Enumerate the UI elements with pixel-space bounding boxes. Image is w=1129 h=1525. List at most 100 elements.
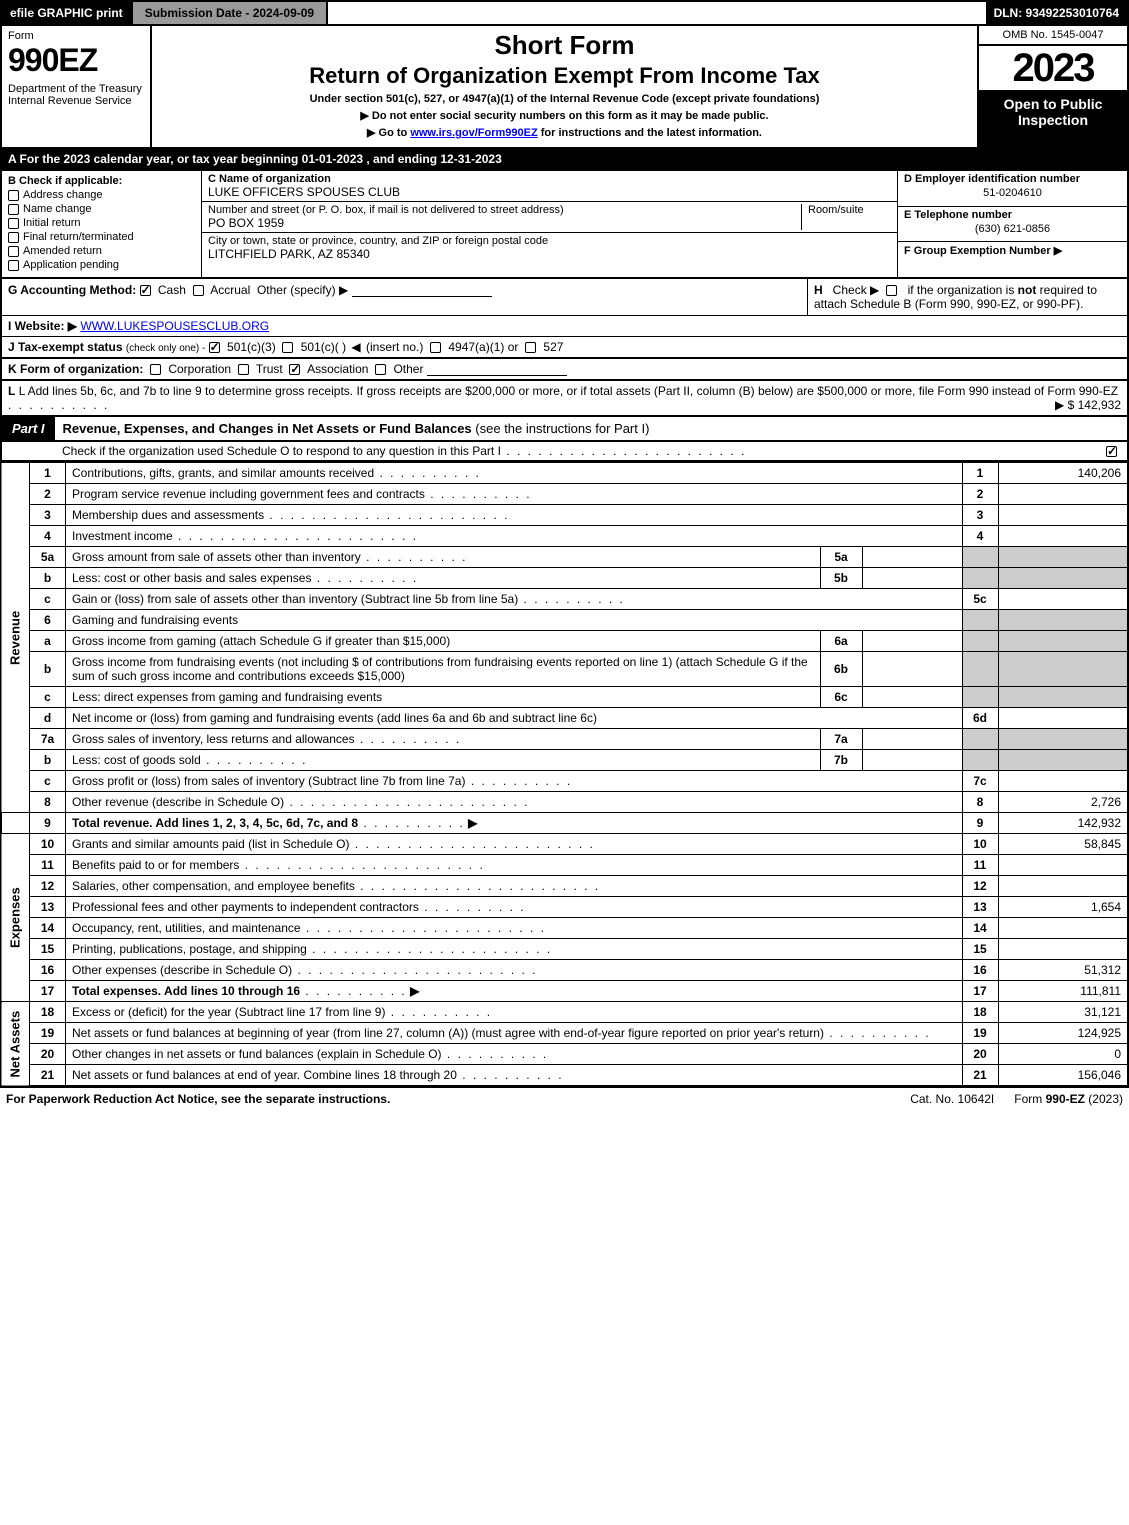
other-org-field[interactable] xyxy=(427,362,567,376)
subtitle-3: ▶ Go to www.irs.gov/Form990EZ for instru… xyxy=(158,126,971,139)
line-desc: Contributions, gifts, grants, and simila… xyxy=(72,466,374,480)
section-b: B Check if applicable: Address change Na… xyxy=(2,171,202,277)
chk-501c3[interactable] xyxy=(209,342,220,353)
phone: (630) 621-0856 xyxy=(904,223,1121,235)
line-desc: Other revenue (describe in Schedule O) xyxy=(72,795,284,809)
main-title: Return of Organization Exempt From Incom… xyxy=(158,63,971,89)
sub3-post: for instructions and the latest informat… xyxy=(538,127,762,139)
part-title-note: (see the instructions for Part I) xyxy=(475,421,649,436)
public-inspection-badge: Open to Public Inspection xyxy=(979,90,1127,147)
line-desc: Less: cost of goods sold xyxy=(72,753,201,767)
line-rval: 124,925 xyxy=(998,1023,1128,1044)
ein-label: D Employer identification number xyxy=(904,173,1080,185)
chk-4947[interactable] xyxy=(430,342,441,353)
line-rnum: 19 xyxy=(962,1023,998,1044)
line-rnum: 5c xyxy=(962,589,998,610)
irs-link[interactable]: www.irs.gov/Form990EZ xyxy=(410,127,537,139)
chk-schedule-o[interactable] xyxy=(1106,446,1117,457)
opt-application-pending: Application pending xyxy=(23,259,119,271)
sub-num: 6b xyxy=(820,652,862,687)
chk-527[interactable] xyxy=(525,342,536,353)
line-rnum: 4 xyxy=(962,526,998,547)
submission-date: Submission Date - 2024-09-09 xyxy=(133,2,328,24)
side-revenue: Revenue xyxy=(1,463,30,813)
part-check-row: Check if the organization used Schedule … xyxy=(0,442,1129,462)
line-desc: Investment income xyxy=(72,529,173,543)
line-rnum: 12 xyxy=(962,876,998,897)
form-header: Form 990EZ Department of the Treasury In… xyxy=(0,26,1129,149)
sub-val xyxy=(862,547,962,568)
line-rval xyxy=(998,589,1128,610)
chk-trust[interactable] xyxy=(238,364,249,375)
opt-501c3: 501(c)(3) xyxy=(227,340,276,354)
chk-address-change[interactable]: Address change xyxy=(8,189,195,201)
chk-association[interactable] xyxy=(289,364,300,375)
line-rnum: 8 xyxy=(962,792,998,813)
header-left: Form 990EZ Department of the Treasury In… xyxy=(2,26,152,147)
chk-initial-return[interactable]: Initial return xyxy=(8,217,195,229)
line-rnum: 1 xyxy=(962,463,998,484)
line-desc: Gain or (loss) from sale of assets other… xyxy=(72,592,518,606)
chk-amended-return[interactable]: Amended return xyxy=(8,245,195,257)
opt-final-return: Final return/terminated xyxy=(23,231,134,243)
line-rval: 0 xyxy=(998,1044,1128,1065)
part-title: Revenue, Expenses, and Changes in Net As… xyxy=(55,417,1127,440)
line-rnum: 18 xyxy=(962,1002,998,1023)
city-label: City or town, state or province, country… xyxy=(208,235,548,247)
line-rval: 31,121 xyxy=(998,1002,1128,1023)
line-desc: Gross income from gaming (attach Schedul… xyxy=(72,634,450,648)
line-desc: Net income or (loss) from gaming and fun… xyxy=(72,711,597,725)
sub-num: 7a xyxy=(820,729,862,750)
chk-cash[interactable] xyxy=(140,285,151,296)
line-rnum: 11 xyxy=(962,855,998,876)
city: LITCHFIELD PARK, AZ 85340 xyxy=(208,247,370,261)
footer-cat: Cat. No. 10642I xyxy=(910,1092,994,1106)
other-specify-field[interactable] xyxy=(352,283,492,297)
opt-accrual: Accrual xyxy=(210,283,250,297)
line-rnum: 6d xyxy=(962,708,998,729)
efile-print[interactable]: efile GRAPHIC print xyxy=(2,2,133,24)
line-rval xyxy=(998,855,1128,876)
line-desc: Gross amount from sale of assets other t… xyxy=(72,550,361,564)
line-desc: Membership dues and assessments xyxy=(72,508,264,522)
opt-address-change: Address change xyxy=(23,189,103,201)
line-desc: Less: direct expenses from gaming and fu… xyxy=(72,690,382,704)
chk-other-org[interactable] xyxy=(375,364,386,375)
part-tag: Part I xyxy=(2,417,55,440)
section-def: D Employer identification number 51-0204… xyxy=(897,171,1127,277)
line-rval xyxy=(998,526,1128,547)
chk-final-return[interactable]: Final return/terminated xyxy=(8,231,195,243)
line-desc: Other changes in net assets or fund bala… xyxy=(72,1047,442,1061)
line-rval: 140,206 xyxy=(998,463,1128,484)
chk-accrual[interactable] xyxy=(193,285,204,296)
chk-501c[interactable] xyxy=(282,342,293,353)
chk-name-change[interactable]: Name change xyxy=(8,203,195,215)
row-h: H Check ▶ if the organization is not req… xyxy=(807,279,1127,315)
line-desc: Excess or (deficit) for the year (Subtra… xyxy=(72,1005,385,1019)
insert-no: (insert no.) xyxy=(366,340,423,354)
footer-form-bold: 990-EZ xyxy=(1046,1092,1085,1106)
info-grid: B Check if applicable: Address change Na… xyxy=(0,171,1129,279)
opt-initial-return: Initial return xyxy=(23,217,80,229)
opt-trust: Trust xyxy=(256,362,283,376)
opt-other: Other (specify) ▶ xyxy=(257,283,348,297)
j-note: (check only one) - xyxy=(126,343,205,354)
footer-right: Form 990-EZ (2023) xyxy=(1014,1092,1123,1106)
line-desc: Occupancy, rent, utilities, and maintena… xyxy=(72,921,301,935)
line-rnum: 2 xyxy=(962,484,998,505)
chk-corporation[interactable] xyxy=(150,364,161,375)
line-desc: Gross income from fundraising events (no… xyxy=(72,655,808,683)
row-a-tax-year: A For the 2023 calendar year, or tax yea… xyxy=(0,149,1129,171)
sub-val xyxy=(862,687,962,708)
chk-application-pending[interactable]: Application pending xyxy=(8,259,195,271)
chk-schedule-b[interactable] xyxy=(886,285,897,296)
line-rnum: 14 xyxy=(962,918,998,939)
line-rval: 111,811 xyxy=(998,981,1128,1002)
top-bar: efile GRAPHIC print Submission Date - 20… xyxy=(0,0,1129,26)
row-j: J Tax-exempt status (check only one) - 5… xyxy=(2,337,1127,357)
l-text: L Add lines 5b, 6c, and 7b to line 9 to … xyxy=(19,384,1118,398)
lines-table: Revenue 1 Contributions, gifts, grants, … xyxy=(0,462,1129,1087)
website-link[interactable]: WWW.LUKESPOUSESCLUB.ORG xyxy=(80,319,269,333)
line-rval: 58,845 xyxy=(998,834,1128,855)
line-rnum: 16 xyxy=(962,960,998,981)
